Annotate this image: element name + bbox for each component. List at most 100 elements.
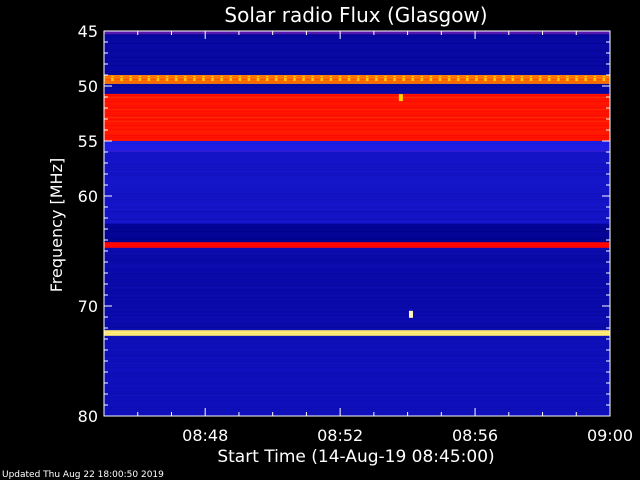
spectrum-row — [104, 401, 610, 402]
spectrum-row — [104, 355, 610, 356]
spectrum-row — [104, 161, 610, 162]
spectrum-row — [104, 75, 610, 76]
spectrum-row — [104, 83, 610, 84]
spectrum-row — [104, 395, 610, 396]
spectrum-row — [104, 97, 610, 98]
spectrum-row — [104, 93, 610, 94]
y-tick-label: 70 — [78, 297, 98, 316]
spectrum-row — [104, 59, 610, 60]
spectrum-row — [104, 237, 610, 238]
spectrum-row — [104, 405, 610, 406]
spectrum-row — [104, 135, 610, 136]
spectrum-row — [104, 91, 610, 92]
spectrum-row — [104, 207, 610, 208]
spectrum-row — [104, 331, 610, 332]
spectrum-row — [104, 407, 610, 408]
spectrum-row — [104, 301, 610, 302]
spectrum-row — [104, 183, 610, 184]
spectrum-row — [104, 159, 610, 160]
spectrum-row — [104, 339, 610, 340]
spectrum-row — [104, 289, 610, 290]
spectrum-row — [104, 231, 610, 232]
spectrum-row — [104, 279, 610, 280]
spectrum-row — [104, 119, 610, 120]
spectrum-row — [104, 113, 610, 114]
spectrum-row — [104, 33, 610, 34]
spectrum-row — [104, 399, 610, 400]
y-axis-label: Frequency [MHz] — [47, 158, 66, 292]
spectrum-row — [104, 277, 610, 278]
spectrum-row — [104, 109, 610, 110]
spectrum-row — [104, 189, 610, 190]
spectrum-row — [104, 155, 610, 156]
x-tick-label: 08:56 — [452, 426, 498, 445]
interference-ticks — [104, 76, 610, 81]
spectrum-row — [104, 67, 610, 68]
spectrum-row — [104, 41, 610, 42]
frequency-band-3 — [104, 83, 610, 94]
spectrum-row — [104, 397, 610, 398]
spectrum-row — [104, 385, 610, 386]
spectrum-row — [104, 89, 610, 90]
spectrum-row — [104, 129, 610, 130]
spectrum-row — [104, 273, 610, 274]
spectrum-row — [104, 141, 610, 142]
spectrum-row — [104, 413, 610, 414]
spectrum-row — [104, 377, 610, 378]
spectrum-row — [104, 167, 610, 168]
spectrum-row — [104, 359, 610, 360]
spectrum-row — [104, 149, 610, 150]
spectrum-row — [104, 217, 610, 218]
spectrum-row — [104, 371, 610, 372]
spectrum-row — [104, 247, 610, 248]
spectrum-row — [104, 131, 610, 132]
spectrum-row — [104, 327, 610, 328]
spectrum-row — [104, 323, 610, 324]
y-tick-label: 60 — [78, 187, 98, 206]
spectrum-row — [104, 345, 610, 346]
x-tick-label: 08:48 — [182, 426, 228, 445]
spectrum-row — [104, 169, 610, 170]
spectrum-row — [104, 235, 610, 236]
y-tick-label: 50 — [78, 77, 98, 96]
spectrum-row — [104, 137, 610, 138]
spectrum-row — [104, 215, 610, 216]
spectrum-row — [104, 307, 610, 308]
spectrum-row — [104, 333, 610, 334]
spectrum-row — [104, 225, 610, 226]
spectrum-row — [104, 233, 610, 234]
spectrum-row — [104, 69, 610, 70]
spectrum-row — [104, 341, 610, 342]
updated-timestamp: Updated Thu Aug 22 18:00:50 2019 — [2, 470, 164, 480]
spectrum-row — [104, 49, 610, 50]
y-tick-label: 80 — [78, 407, 98, 426]
spectrum-row — [104, 325, 610, 326]
spectrum-row — [104, 37, 610, 38]
spectrum-row — [104, 47, 610, 48]
spectrum-row — [104, 353, 610, 354]
spectrum-row — [104, 259, 610, 260]
spectrum-row — [104, 95, 610, 96]
spectrum-row — [104, 151, 610, 152]
frequency-band-10 — [104, 330, 610, 336]
spectrum-row — [104, 181, 610, 182]
spectrum-row — [104, 317, 610, 318]
spectrum-row — [104, 255, 610, 256]
spectrum-row — [104, 293, 610, 294]
spectrum-row — [104, 65, 610, 66]
spectrum-row — [104, 147, 610, 148]
spectrum-row — [104, 143, 610, 144]
spectrum-row — [104, 243, 610, 244]
spectrum-row — [104, 187, 610, 188]
spectrum-row — [104, 351, 610, 352]
spectrum-row — [104, 387, 610, 388]
spectrum-row — [104, 209, 610, 210]
plot-area — [104, 31, 610, 416]
spectrum-row — [104, 153, 610, 154]
burst-point-0 — [398, 94, 403, 102]
spectrum-row — [104, 201, 610, 202]
spectrum-row — [104, 391, 610, 392]
spectrum-row — [104, 335, 610, 336]
spectrum-row — [104, 403, 610, 404]
spectrum-row — [104, 103, 610, 104]
